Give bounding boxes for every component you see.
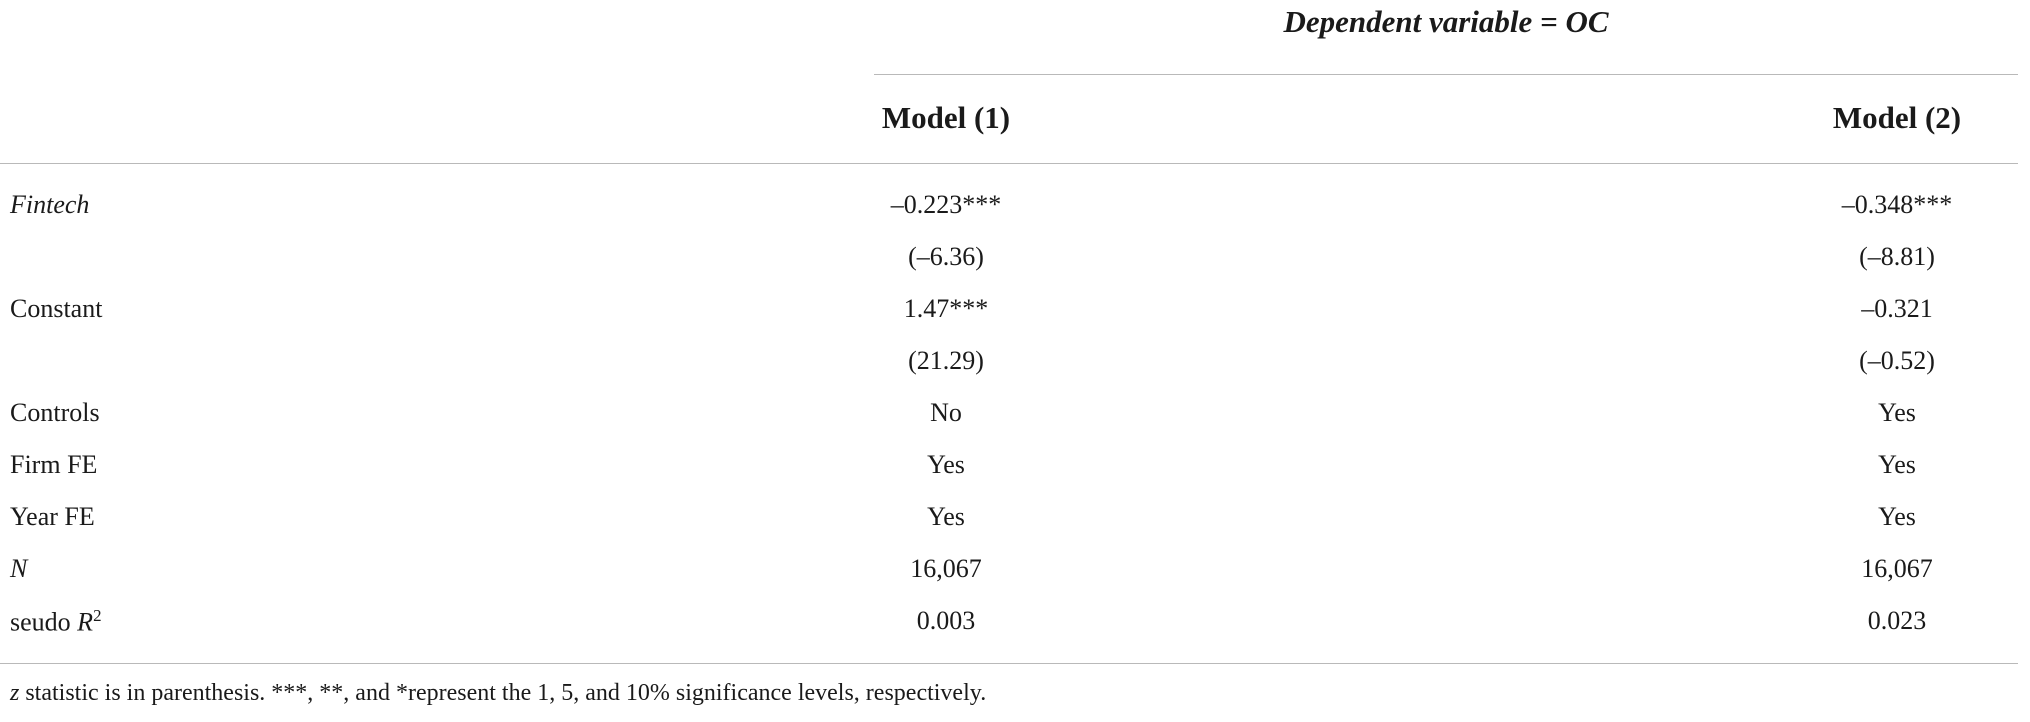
table-cell: (21.29)	[908, 346, 984, 375]
table-cell: (–0.52)	[1859, 346, 1935, 375]
row-label-text: seudo	[10, 607, 78, 637]
table-cell: Yes	[1878, 398, 1916, 427]
row-label: Firm FE	[10, 450, 97, 480]
column-header: Model (1)	[881, 100, 1011, 135]
row-label: Fintech	[10, 190, 89, 220]
table-cell: (–6.36)	[908, 242, 984, 271]
row-label-variable: R	[77, 607, 94, 637]
row-label-text: Controls	[10, 398, 100, 427]
row-label-text: Fintech	[10, 190, 90, 219]
row-label: Controls	[10, 398, 100, 428]
row-label-text: Year FE	[10, 502, 95, 531]
table-cell: –0.223***	[890, 190, 1002, 219]
header-rule	[874, 74, 2018, 75]
table-cell: No	[930, 398, 962, 427]
header-bottom-rule	[0, 163, 2018, 164]
table-cell: 0.023	[1867, 606, 1927, 635]
dependent-variable-header: Dependent variable = OC	[1283, 4, 1609, 39]
table-cell: 16,067	[1861, 554, 1933, 583]
table-cell: 16,067	[910, 554, 982, 583]
footnote: z statistic is in parenthesis. ***, **, …	[10, 680, 986, 707]
table-cell: 0.003	[916, 606, 976, 635]
row-label-superscript: 2	[93, 606, 102, 625]
table-cell: Yes	[927, 502, 965, 531]
table-cell: –0.348***	[1841, 190, 1953, 219]
footnote-text: statistic is in parenthesis. ***, **, an…	[19, 680, 987, 706]
row-label: Constant	[10, 294, 102, 324]
row-label: seudo R2	[10, 606, 102, 638]
row-label-text: Firm FE	[10, 450, 98, 479]
row-label: N	[10, 554, 27, 584]
column-header: Model (2)	[1832, 100, 1962, 135]
table-cell: Yes	[1878, 450, 1916, 479]
row-label-text: Constant	[10, 294, 103, 323]
table-cell: Yes	[927, 450, 965, 479]
table-cell: 1.47***	[903, 294, 989, 323]
table-cell: –0.321	[1861, 294, 1933, 323]
footnote-variable: z	[10, 680, 20, 706]
table-cell: (–8.81)	[1859, 242, 1935, 271]
row-label-text: N	[10, 554, 28, 583]
table-bottom-rule	[0, 663, 2018, 664]
table-cell: Yes	[1878, 502, 1916, 531]
row-label: Year FE	[10, 502, 95, 532]
